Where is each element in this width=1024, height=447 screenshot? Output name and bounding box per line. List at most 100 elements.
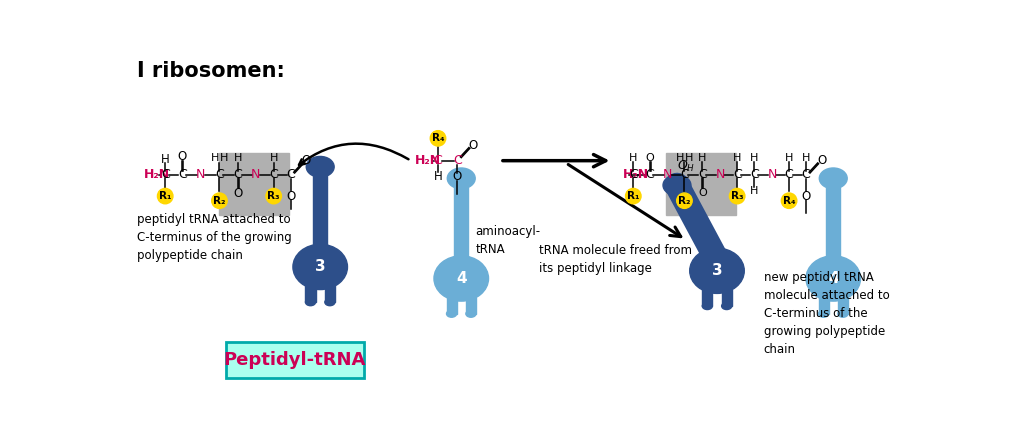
Ellipse shape <box>325 299 335 306</box>
Text: O: O <box>177 150 186 163</box>
Circle shape <box>158 188 173 204</box>
Ellipse shape <box>446 310 457 317</box>
Ellipse shape <box>819 168 847 189</box>
Circle shape <box>626 188 641 204</box>
Text: H: H <box>698 152 707 163</box>
Text: C: C <box>287 168 295 181</box>
Bar <box>818 297 828 314</box>
Text: peptidyl tRNA attached to
C-terminus of the growing
polypeptide chain: peptidyl tRNA attached to C-terminus of … <box>137 213 292 262</box>
Ellipse shape <box>818 310 828 317</box>
Text: H: H <box>233 153 243 163</box>
Ellipse shape <box>447 168 475 189</box>
Bar <box>826 178 841 266</box>
Ellipse shape <box>293 245 347 290</box>
Text: Peptidyl-tRNA: Peptidyl-tRNA <box>224 351 367 369</box>
Text: O: O <box>468 139 477 152</box>
Text: tRNA molecule freed from
its peptidyl linkage: tRNA molecule freed from its peptidyl li… <box>539 244 692 275</box>
Text: N: N <box>767 168 777 181</box>
Text: O: O <box>233 186 243 199</box>
Text: O: O <box>817 154 826 167</box>
Text: C: C <box>161 168 170 181</box>
Text: R₃: R₃ <box>731 191 743 201</box>
Text: C: C <box>784 168 794 181</box>
Text: C: C <box>802 168 811 181</box>
Text: H₂N: H₂N <box>623 168 648 181</box>
Text: H: H <box>676 152 684 163</box>
Text: C: C <box>178 168 186 181</box>
Ellipse shape <box>306 156 334 177</box>
Text: O: O <box>645 152 654 163</box>
Text: H: H <box>269 153 278 163</box>
Ellipse shape <box>434 256 488 301</box>
Text: new peptidyl tRNA
molecule attached to
C-terminus of the
growing polypeptide
cha: new peptidyl tRNA molecule attached to C… <box>764 271 889 356</box>
Ellipse shape <box>690 248 744 293</box>
Text: O: O <box>453 170 462 183</box>
Circle shape <box>781 193 797 208</box>
Text: C: C <box>433 154 442 167</box>
Text: C: C <box>698 168 707 181</box>
Text: C: C <box>750 168 759 181</box>
Ellipse shape <box>806 256 860 301</box>
Ellipse shape <box>466 310 476 317</box>
FancyBboxPatch shape <box>225 342 365 378</box>
Text: H: H <box>750 186 759 197</box>
Text: H₂N: H₂N <box>415 154 441 167</box>
Text: 3: 3 <box>712 263 722 278</box>
Text: aminoacyl-
tRNA: aminoacyl- tRNA <box>475 224 541 256</box>
Text: R₂: R₂ <box>678 196 691 206</box>
Bar <box>722 289 732 306</box>
Text: R₁: R₁ <box>159 191 171 201</box>
Text: H: H <box>733 152 741 163</box>
Text: 4: 4 <box>828 271 839 286</box>
Text: 3: 3 <box>315 259 326 274</box>
Bar <box>219 153 289 215</box>
Text: C: C <box>629 168 638 181</box>
Text: H: H <box>433 169 442 182</box>
Ellipse shape <box>838 310 848 317</box>
Text: O: O <box>802 190 811 202</box>
Text: I ribosomen:: I ribosomen: <box>137 61 285 80</box>
Text: C: C <box>233 168 243 181</box>
Text: R₄: R₄ <box>432 133 444 143</box>
Circle shape <box>266 188 282 204</box>
Text: H: H <box>220 153 228 163</box>
Text: O: O <box>302 154 311 167</box>
Text: N: N <box>251 168 260 181</box>
Bar <box>702 289 713 306</box>
Text: H: H <box>802 152 810 163</box>
Bar <box>466 297 476 314</box>
Text: H: H <box>211 153 219 163</box>
Text: C: C <box>269 168 279 181</box>
Ellipse shape <box>702 303 713 310</box>
Text: H: H <box>161 152 170 166</box>
Text: H: H <box>685 152 693 163</box>
Text: C: C <box>680 168 689 181</box>
Text: H: H <box>784 152 794 163</box>
Circle shape <box>430 131 445 146</box>
Bar <box>666 153 735 215</box>
Text: C: C <box>453 154 462 167</box>
Text: C: C <box>215 168 224 181</box>
Bar <box>446 297 457 314</box>
Circle shape <box>677 193 692 208</box>
Text: N: N <box>716 168 725 181</box>
Circle shape <box>729 188 744 204</box>
Text: R₄: R₄ <box>782 196 796 206</box>
Text: R₂: R₂ <box>213 196 225 206</box>
Circle shape <box>212 193 227 208</box>
Text: N: N <box>197 168 206 181</box>
Text: R₁: R₁ <box>627 191 640 201</box>
Bar <box>838 297 848 314</box>
Text: $O_H$: $O_H$ <box>677 159 695 174</box>
Text: H: H <box>750 152 759 163</box>
Bar <box>325 285 335 302</box>
Text: R₃: R₃ <box>267 191 280 201</box>
Ellipse shape <box>663 175 691 196</box>
Bar <box>313 167 328 255</box>
Bar <box>305 285 315 302</box>
Text: H: H <box>629 153 638 163</box>
Text: O: O <box>286 190 295 202</box>
Ellipse shape <box>722 303 732 310</box>
Text: N: N <box>663 168 672 181</box>
Text: C: C <box>645 168 654 181</box>
